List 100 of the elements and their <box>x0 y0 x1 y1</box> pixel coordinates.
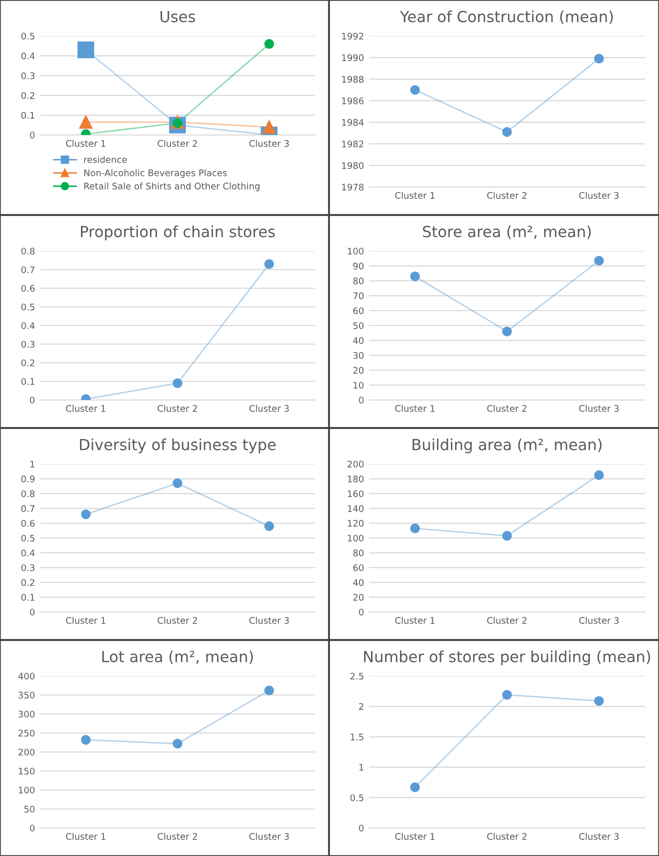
x-tick-label: Cluster 2 <box>487 616 526 624</box>
x-tick-label: Cluster 2 <box>158 616 197 624</box>
y-tick-label: 90 <box>353 262 364 270</box>
y-tick-label: 0.3 <box>21 72 34 80</box>
y-tick-label: 80 <box>353 278 364 284</box>
y-tick-label: 0 <box>30 608 35 616</box>
y-tick-label: 100 <box>18 786 35 794</box>
x-tick-label: Cluster 2 <box>158 404 197 412</box>
point <box>594 54 604 64</box>
y-tick-label: 80 <box>353 550 364 556</box>
y-tick-label: 1984 <box>342 119 364 126</box>
y-tick-label: 0.6 <box>21 284 35 292</box>
point <box>410 85 420 95</box>
point <box>594 696 604 706</box>
point <box>80 734 91 745</box>
y-tick-label: 200 <box>18 748 35 756</box>
y-tick-label: 0 <box>30 824 35 832</box>
y-tick-label: 0.8 <box>21 490 35 498</box>
chart-title: Year of Construction (mean) <box>400 10 613 24</box>
y-tick-label: 0.3 <box>21 340 34 348</box>
x-tick-label: Cluster 2 <box>158 140 197 147</box>
y-tick-label: 0.1 <box>21 594 34 601</box>
y-tick-label: 60 <box>353 307 364 314</box>
y-tick-label: 40 <box>353 337 364 344</box>
x-tick-label: Cluster 3 <box>579 616 619 624</box>
y-tick-label: 400 <box>18 672 35 680</box>
y-tick-label: 300 <box>18 710 35 718</box>
point <box>79 116 92 129</box>
x-tick-label: Cluster 1 <box>395 192 434 199</box>
y-tick-label: 50 <box>24 806 35 813</box>
y-tick-label: 0.7 <box>21 266 34 274</box>
point <box>410 524 420 534</box>
y-tick-label: 0.5 <box>350 794 364 802</box>
y-tick-label: 350 <box>18 692 35 699</box>
x-tick-label: Cluster 2 <box>487 404 526 412</box>
y-tick-label: 1990 <box>342 54 364 62</box>
x-tick-label: Cluster 2 <box>487 832 526 840</box>
y-tick-label: 2 <box>359 703 364 710</box>
y-tick-label: 70 <box>353 292 364 300</box>
y-tick-label: 0.5 <box>21 304 34 310</box>
y-tick-label: 160 <box>348 490 364 498</box>
chart-title: Lot area (m², mean) <box>102 650 253 664</box>
point <box>172 478 182 488</box>
x-tick-label: Cluster 3 <box>249 404 289 412</box>
y-tick-label: 0.8 <box>21 248 35 255</box>
y-tick-label: 0.1 <box>21 112 34 119</box>
chart-title: Number of stores per building (mean) <box>364 650 650 666</box>
chart-title: Proportion of chain stores <box>80 226 275 240</box>
x-tick-label: Cluster 2 <box>158 832 197 840</box>
point <box>172 738 182 748</box>
legend-label: Non-Alcoholic Beverages Places <box>84 169 227 178</box>
legend-label: residence <box>84 156 127 163</box>
y-tick-label: 0.4 <box>21 322 35 330</box>
y-tick-label: 0.6 <box>21 520 35 527</box>
x-tick-label: Cluster 1 <box>66 832 106 840</box>
y-tick-label: 30 <box>353 352 364 359</box>
point <box>264 521 274 532</box>
y-tick-label: 1980 <box>342 162 364 169</box>
y-tick-label: 2.5 <box>350 672 364 680</box>
y-tick-label: 100 <box>348 248 364 255</box>
x-tick-label: Cluster 3 <box>249 832 289 840</box>
point <box>410 271 420 282</box>
chart-title: Uses <box>160 10 196 22</box>
y-tick-label: 0 <box>30 132 35 139</box>
y-tick-label: 0.4 <box>21 52 35 60</box>
chart-title: Building area (m², mean) <box>412 438 602 454</box>
y-tick-label: 0.2 <box>21 579 34 586</box>
x-tick-label: Cluster 3 <box>579 832 619 840</box>
y-tick-label: 1978 <box>342 184 364 191</box>
y-tick-label: 0.1 <box>21 378 34 385</box>
point <box>594 256 604 266</box>
y-tick-label: 1 <box>30 460 34 468</box>
point <box>502 530 512 541</box>
x-tick-label: Cluster 2 <box>487 192 526 199</box>
x-tick-label: Cluster 1 <box>395 404 434 412</box>
chart-title: Store area (m², mean) <box>422 226 591 240</box>
y-tick-label: 10 <box>354 382 364 389</box>
y-tick-label: 0 <box>358 608 364 616</box>
y-tick-label: 20 <box>353 594 364 601</box>
y-tick-label: 1.5 <box>350 734 364 740</box>
y-tick-label: 120 <box>348 520 364 527</box>
y-tick-label: 1992 <box>342 32 364 40</box>
y-tick-label: 1988 <box>342 76 364 83</box>
y-tick-label: 20 <box>353 366 364 374</box>
y-tick-label: 1 <box>359 764 364 771</box>
legend-label: Retail Sale of Shirts and Other Clothing <box>84 182 260 192</box>
x-tick-label: Cluster 3 <box>579 404 619 412</box>
y-tick-label: 0 <box>358 396 364 404</box>
point <box>410 782 420 792</box>
point <box>594 470 604 480</box>
x-tick-label: Cluster 1 <box>66 140 106 147</box>
point <box>78 42 94 58</box>
point <box>264 39 274 49</box>
y-tick-label: 250 <box>18 730 35 737</box>
y-tick-label: 50 <box>353 322 364 330</box>
point <box>502 127 512 137</box>
y-tick-label: 0.5 <box>21 534 34 542</box>
y-tick-label: 0.5 <box>21 32 34 40</box>
y-tick-label: 0.9 <box>21 476 35 482</box>
point <box>502 690 512 700</box>
